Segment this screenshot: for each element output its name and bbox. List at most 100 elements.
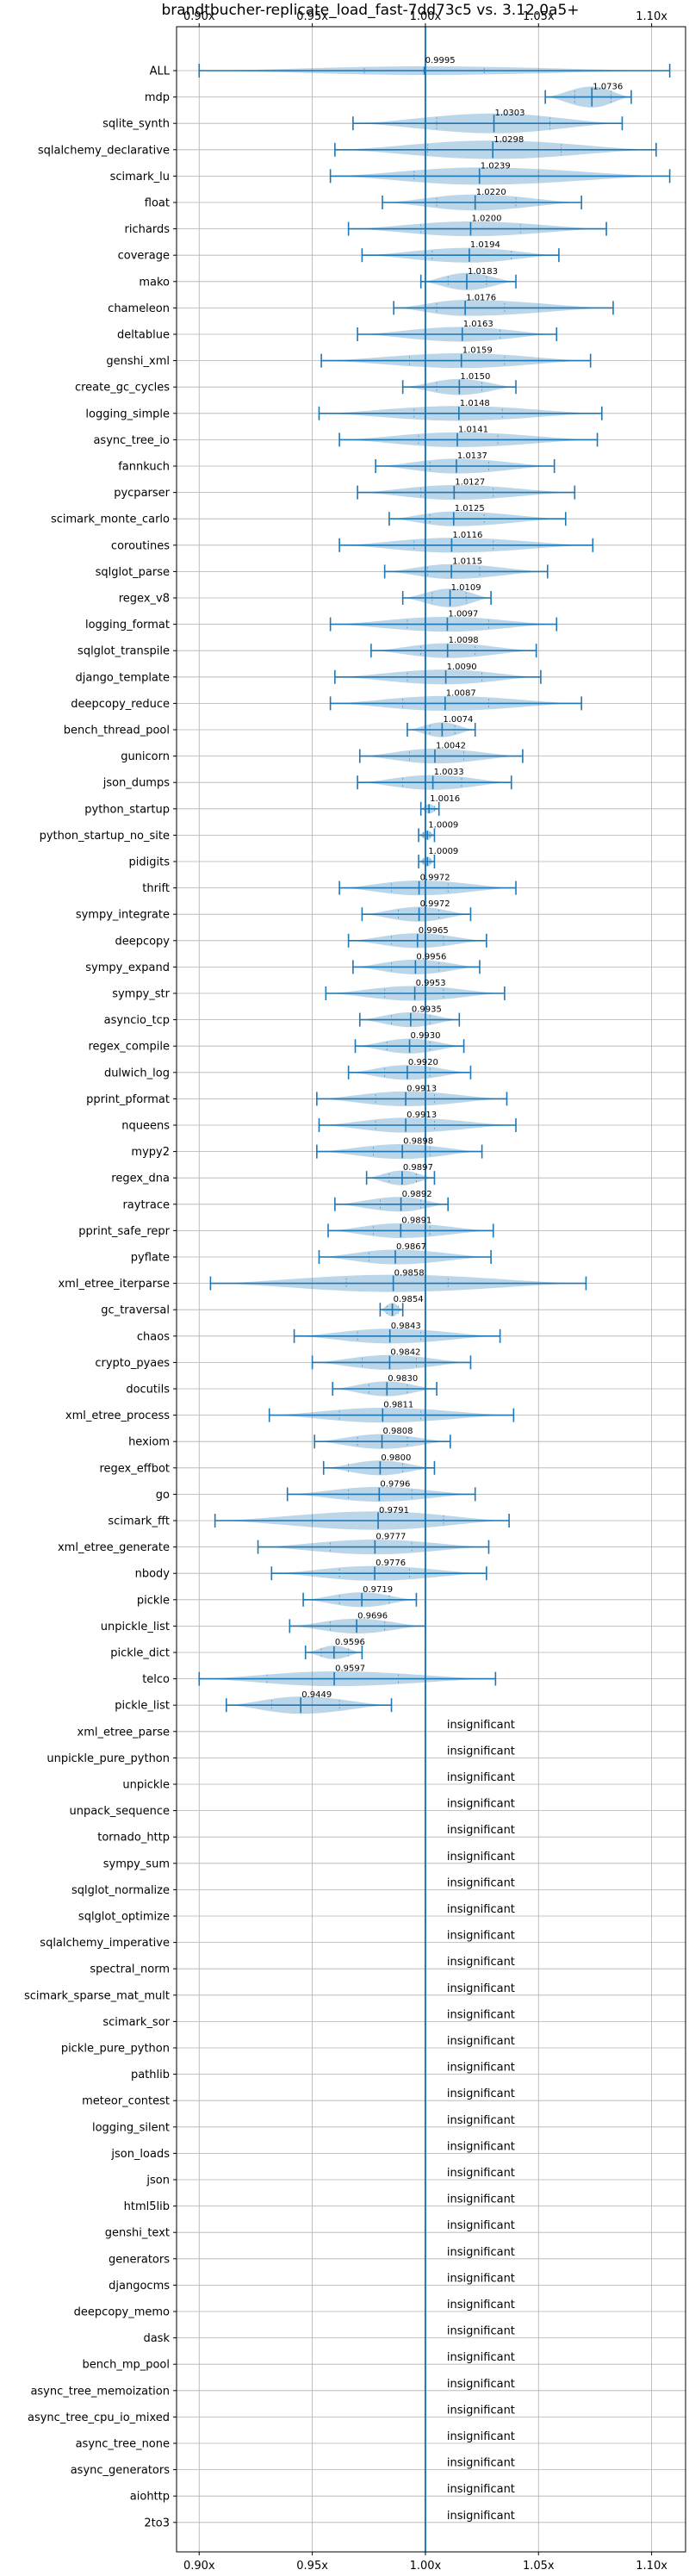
benchmark-label: chameleon [108, 302, 170, 315]
insignificant-label: insignificant [447, 2351, 515, 2364]
violin-value-label: 1.0125 [455, 504, 485, 513]
violin-value-label: 0.9843 [391, 1322, 421, 1331]
violin-value-label: 0.9930 [411, 1031, 441, 1041]
insignificant-label: insignificant [447, 2062, 515, 2075]
benchmark-label: async_tree_none [76, 2438, 170, 2451]
violin-value-label: 0.9830 [388, 1374, 418, 1384]
violin-value-label: 0.9808 [383, 1427, 413, 1436]
benchmark-label: django_template [76, 671, 170, 684]
benchmark-label: pickle_list [115, 1700, 170, 1713]
violin-value-label: 1.0127 [455, 478, 485, 488]
violin-value-label: 1.0098 [449, 636, 479, 645]
benchmark-label: crypto_pyaes [95, 1357, 170, 1370]
benchmark-label: pprint_pformat [86, 1093, 170, 1106]
insignificant-label: insignificant [447, 2457, 515, 2470]
violin-value-label: 1.0009 [428, 820, 458, 830]
benchmark-label: fannkuch [118, 461, 170, 474]
insignificant-label: insignificant [447, 2140, 515, 2153]
benchmark-label: pprint_safe_repr [78, 1225, 170, 1238]
benchmark-label: sympy_str [112, 988, 170, 1001]
benchmark-label: python_startup [84, 803, 170, 816]
benchmark-label: nbody [135, 1568, 171, 1581]
benchmark-label: sqlalchemy_imperative [40, 1937, 170, 1950]
benchmark-label: gc_traversal [101, 1304, 170, 1317]
insignificant-label: insignificant [447, 1956, 515, 1969]
benchmark-label: coroutines [111, 539, 170, 552]
benchmark-label: nqueens [121, 1120, 170, 1133]
violin-value-label: 1.0239 [481, 161, 511, 171]
tick-layer: 0.90x 0.90x 0.95x 0.95x 1.00x 1.00x 1.05x 1.05x… [24, 10, 667, 2573]
benchmark-label: regex_compile [88, 1041, 170, 1054]
violin-value-label: 0.9777 [376, 1533, 406, 1542]
benchmark-label: asyncio_tcp [104, 1014, 170, 1027]
benchmark-label: scimark_sor [102, 2016, 170, 2029]
benchmark-label: pycparser [114, 487, 170, 500]
violin-value-label: 0.9935 [412, 1005, 442, 1015]
benchmark-label: python_startup_no_site [40, 830, 170, 843]
violin-value-label: 0.9719 [363, 1585, 393, 1595]
violin-value-label: 0.9858 [394, 1269, 425, 1279]
benchmark-label: pickle_pure_python [61, 2043, 170, 2056]
benchmark-label: regex_v8 [119, 593, 170, 606]
benchmark-label: pickle [137, 1594, 170, 1607]
benchmark-label: logging_simple [85, 408, 170, 420]
benchmark-label: ALL [150, 65, 171, 78]
benchmark-label: scimark_monte_carlo [51, 513, 170, 526]
benchmark-label: regex_dna [111, 1173, 170, 1185]
insignificant-label: insignificant [447, 1824, 515, 1837]
violin-value-label: 0.9972 [420, 874, 450, 883]
violin-value-label: 1.0736 [593, 83, 623, 92]
insignificant-label: insignificant [447, 2510, 515, 2523]
x-tick-label-bottom: 1.10x [636, 2560, 667, 2573]
benchmark-label: sympy_sum [103, 1857, 170, 1870]
insignificant-label: insignificant [447, 1876, 515, 1889]
insignificant-label: insignificant [447, 1771, 515, 1784]
insignificant-label: insignificant [447, 2193, 515, 2206]
violin-value-label: 1.0009 [428, 847, 458, 856]
violin-value-label: 1.0141 [458, 425, 488, 434]
benchmark-label: create_gc_cycles [75, 382, 170, 395]
insignificant-label: insignificant [447, 2272, 515, 2285]
benchmark-label: 2to3 [144, 2517, 170, 2529]
violin-value-label: 1.0159 [462, 346, 493, 356]
violin-value-label: 1.0016 [430, 794, 460, 804]
insignificant-label: insignificant [447, 1719, 515, 1732]
benchmark-label: sqlglot_optimize [78, 1911, 170, 1924]
benchmark-label: logging_format [85, 619, 170, 632]
benchmark-label: hexiom [128, 1436, 170, 1449]
benchmark-label: pickle_dict [110, 1647, 170, 1660]
x-tick-label-top: 0.90x [183, 10, 215, 23]
insignificant-label: insignificant [447, 2035, 515, 2048]
benchmark-label: xml_etree_parse [78, 1726, 170, 1739]
benchmark-label: raytrace [122, 1198, 170, 1211]
benchmark-label: telco [142, 1673, 170, 1686]
insignificant-label: insignificant [447, 1798, 515, 1811]
violin-value-label: 0.9892 [402, 1190, 432, 1199]
benchmark-label: aiohttp [130, 2491, 170, 2504]
x-tick-label-top: 0.95x [296, 10, 328, 23]
benchmark-label: mdp [145, 91, 170, 104]
benchmark-label: deepcopy_reduce [71, 698, 170, 711]
violin-value-label: 0.9913 [407, 1111, 437, 1120]
violin-value-label: 0.9867 [396, 1242, 426, 1252]
benchmark-label: thrift [142, 882, 170, 895]
benchmark-label: scimark_lu [110, 171, 170, 184]
violin-value-label: 1.0109 [451, 583, 481, 593]
benchmark-label: pathlib [131, 2069, 170, 2081]
violin-value-label: 1.0090 [447, 663, 477, 672]
benchmark-label: logging_silent [92, 2121, 170, 2134]
insignificant-label: insignificant [447, 1851, 515, 1864]
benchmark-label: generators [109, 2253, 170, 2266]
insignificant-label: insignificant [447, 2167, 515, 2180]
insignificant-label: insignificant [447, 2430, 515, 2443]
x-tick-label-bottom: 1.05x [523, 2560, 555, 2573]
insignificant-label: insignificant [447, 1903, 515, 1916]
benchmark-label: dask [143, 2332, 170, 2345]
benchmark-label: unpickle_list [101, 1621, 170, 1633]
violin-value-label: 0.9796 [380, 1479, 410, 1489]
violin-value-label: 0.9913 [407, 1084, 437, 1093]
violin-value-label: 0.9953 [416, 979, 446, 988]
benchmark-label: go [156, 1489, 170, 1502]
insignificant-label: insignificant [447, 2299, 515, 2312]
x-tick-label-top: 1.10x [636, 10, 667, 23]
